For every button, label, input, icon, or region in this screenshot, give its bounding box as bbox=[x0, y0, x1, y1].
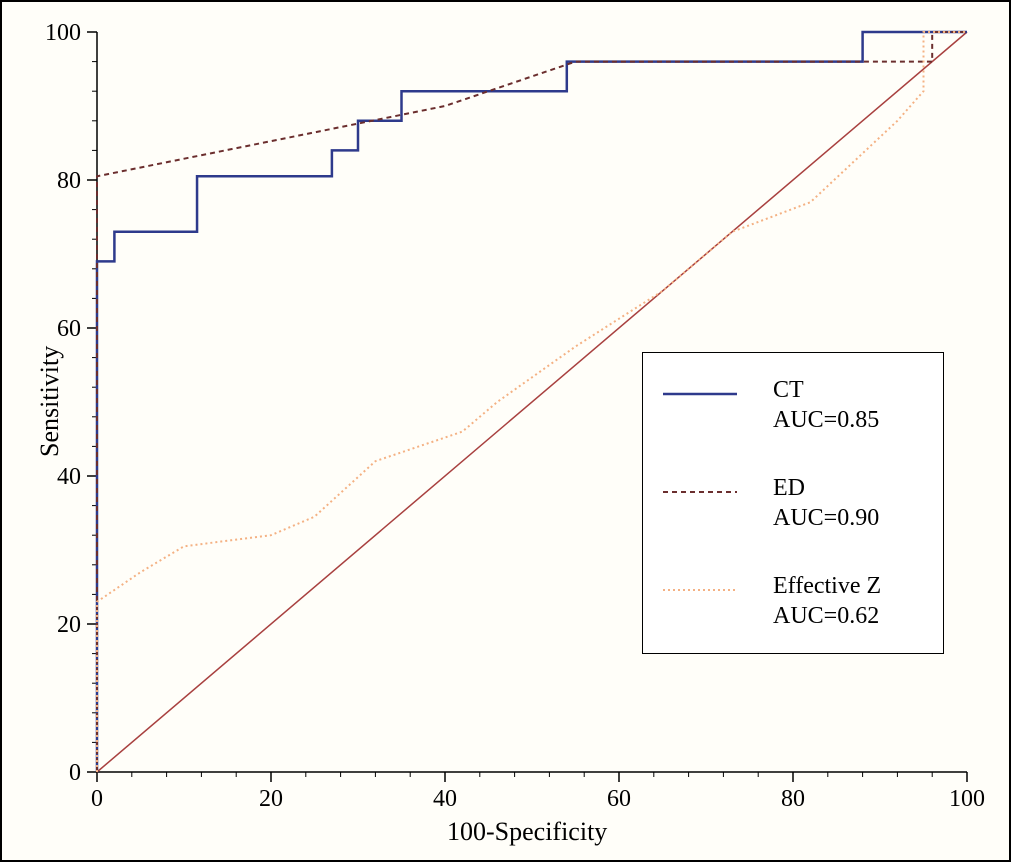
y-tick-label: 0 bbox=[69, 760, 81, 786]
x-tick-label: 40 bbox=[433, 786, 457, 812]
legend-auc-ed: AUC=0.90 bbox=[773, 503, 879, 533]
x-axis-label: 100-Specificity bbox=[447, 816, 607, 849]
y-tick-label: 80 bbox=[57, 168, 81, 194]
y-axis-label-text: Sensitivity bbox=[35, 346, 64, 457]
legend-label-effective-z: Effective Z bbox=[773, 571, 881, 601]
y-tick-label: 40 bbox=[57, 464, 81, 490]
y-tick-label: 60 bbox=[57, 316, 81, 342]
y-tick-label: 20 bbox=[57, 612, 81, 638]
x-tick-label: 100 bbox=[949, 786, 985, 812]
legend-swatch-ed bbox=[661, 485, 739, 499]
x-tick-label: 80 bbox=[781, 786, 805, 812]
x-axis-label-text: 100-Specificity bbox=[447, 817, 607, 846]
legend-label-ct: CT bbox=[773, 375, 804, 405]
legend-swatch-ct bbox=[661, 387, 739, 401]
x-tick-label: 0 bbox=[91, 786, 103, 812]
y-axis-label: Sensitivity bbox=[34, 346, 67, 457]
legend-swatch-effective-z bbox=[661, 583, 739, 597]
legend-auc-effective-z: AUC=0.62 bbox=[773, 601, 879, 631]
x-tick-label: 60 bbox=[607, 786, 631, 812]
x-tick-label: 20 bbox=[259, 786, 283, 812]
y-tick-label: 100 bbox=[45, 20, 81, 46]
legend-label-ed: ED bbox=[773, 473, 805, 503]
legend-box: CTAUC=0.85 EDAUC=0.90 Effective ZAUC=0.62 bbox=[642, 352, 944, 654]
legend-auc-ct: AUC=0.85 bbox=[773, 405, 879, 435]
chart-frame: 020406080100020406080100 CTAUC=0.85EDAUC… bbox=[0, 0, 1011, 862]
